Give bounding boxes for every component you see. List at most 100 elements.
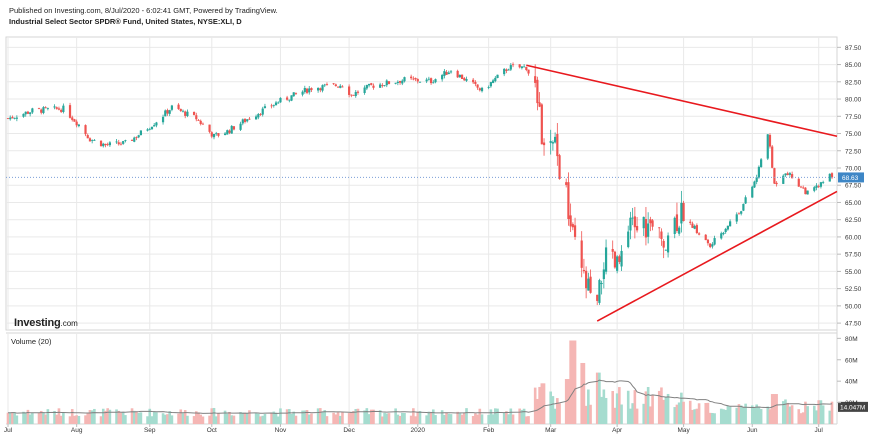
candle-body-up xyxy=(449,71,453,73)
volume-bar-up xyxy=(186,415,189,424)
volume-bar-down xyxy=(463,412,466,424)
candle-body-down xyxy=(228,130,231,133)
volume-bar-up xyxy=(449,414,453,424)
volume-bar-down xyxy=(68,416,72,424)
candle-body-up xyxy=(9,117,12,120)
volume-bar-up xyxy=(108,409,112,424)
candle-body-up xyxy=(279,97,282,103)
candle-body-up xyxy=(181,110,185,112)
candle-body-down xyxy=(341,86,344,88)
candle-body-up xyxy=(760,159,763,168)
candle-body-up xyxy=(666,235,670,253)
volume-bar-up xyxy=(626,390,630,424)
volume-bar-up xyxy=(254,413,258,424)
candle-body-down xyxy=(348,86,351,95)
volume-bar-up xyxy=(819,400,823,424)
candle-body-down xyxy=(540,104,543,145)
trendline-upper xyxy=(526,64,838,138)
candle-body-up xyxy=(274,102,278,106)
volume-bar-up xyxy=(806,406,809,424)
volume-bar-down xyxy=(179,409,183,424)
volume-bar-up xyxy=(323,410,327,424)
candle-body-down xyxy=(585,270,588,289)
candle-body-down xyxy=(460,74,464,79)
candle-body-up xyxy=(520,66,523,69)
volume-bar-down xyxy=(799,413,803,424)
candle-body-up xyxy=(155,122,158,126)
published-line: Published on Investing.com, 8/Jul/2020 -… xyxy=(9,6,278,15)
candle-body-up xyxy=(108,142,111,146)
price-tick-label: 85.00 xyxy=(845,62,862,69)
candle-body-down xyxy=(682,202,685,222)
volume-bar-down xyxy=(708,412,712,424)
trendlines xyxy=(526,64,838,322)
candle-body-up xyxy=(137,135,140,138)
volume-bar-up xyxy=(62,412,65,424)
candle-body-down xyxy=(445,71,448,75)
candle-body-down xyxy=(381,85,384,86)
candle-body-up xyxy=(680,202,683,224)
volume-bar-up xyxy=(788,406,792,424)
volume-bar-down xyxy=(635,408,639,424)
candle-body-up xyxy=(828,173,831,182)
volume-bar-up xyxy=(363,410,366,424)
candle-body-up xyxy=(15,117,18,119)
candle-body-up xyxy=(261,108,264,115)
volume-bar-down xyxy=(737,404,741,424)
candle-body-down xyxy=(573,225,577,237)
volume-bar-up xyxy=(598,372,601,424)
logo-main-text: Investing xyxy=(14,317,61,329)
volume-bar-up xyxy=(742,406,745,424)
volume-tick-label: 60M xyxy=(845,357,858,364)
volume-bar-down xyxy=(350,411,353,424)
instrument-title: Industrial Select Sector SPDR® Fund, Uni… xyxy=(9,17,242,26)
volume-bar-down xyxy=(197,412,200,424)
candle-body-up xyxy=(480,87,484,92)
volume-bar-up xyxy=(301,410,304,424)
volume-tick-label: 40M xyxy=(845,379,858,386)
volume-bar-up xyxy=(753,407,756,424)
candle-body-down xyxy=(26,111,30,114)
candle-body-down xyxy=(709,243,712,248)
volume-tick-label: 80M xyxy=(845,336,858,343)
time-tick-label: May xyxy=(677,427,690,434)
candle-body-up xyxy=(427,78,430,80)
candle-body-down xyxy=(84,125,87,135)
candle-body-up xyxy=(551,142,555,144)
candle-body-up xyxy=(301,91,304,95)
candle-body-up xyxy=(124,140,127,141)
candle-body-up xyxy=(629,217,632,231)
volume-bar-down xyxy=(476,414,479,424)
volume-bar-up xyxy=(394,408,397,424)
volume-bar-up xyxy=(24,412,28,424)
volume-bar-up xyxy=(615,393,619,424)
candle-body-up xyxy=(290,95,293,101)
volume-bar-down xyxy=(201,416,205,424)
candle-body-down xyxy=(259,114,262,115)
volume-bar-down xyxy=(57,408,61,424)
candle-body-up xyxy=(363,87,366,94)
volume-bar-up xyxy=(487,414,490,424)
candle-body-down xyxy=(635,225,639,231)
volume-bar-up xyxy=(509,408,513,424)
volume-bar-down xyxy=(310,413,313,424)
volume-bar-down xyxy=(660,387,663,424)
candle-body-down xyxy=(768,134,772,147)
candle-body-up xyxy=(425,79,428,82)
candle-body-down xyxy=(582,269,586,272)
volume-bar-down xyxy=(73,415,76,424)
candle-body-down xyxy=(99,140,103,147)
candle-body-up xyxy=(819,182,823,187)
volume-bars xyxy=(6,340,834,424)
candle-body-down xyxy=(350,94,353,96)
volume-bar-down xyxy=(119,412,123,424)
volume-bar-down xyxy=(460,414,464,424)
candle-body-up xyxy=(496,74,499,79)
candle-body-up xyxy=(647,223,650,237)
price-tick-label: 55.00 xyxy=(845,269,862,276)
current-price-line: 68.63 14.047M xyxy=(6,172,868,412)
candle-body-down xyxy=(412,78,415,80)
candle-body-down xyxy=(201,123,205,125)
volume-bar-down xyxy=(208,415,211,424)
